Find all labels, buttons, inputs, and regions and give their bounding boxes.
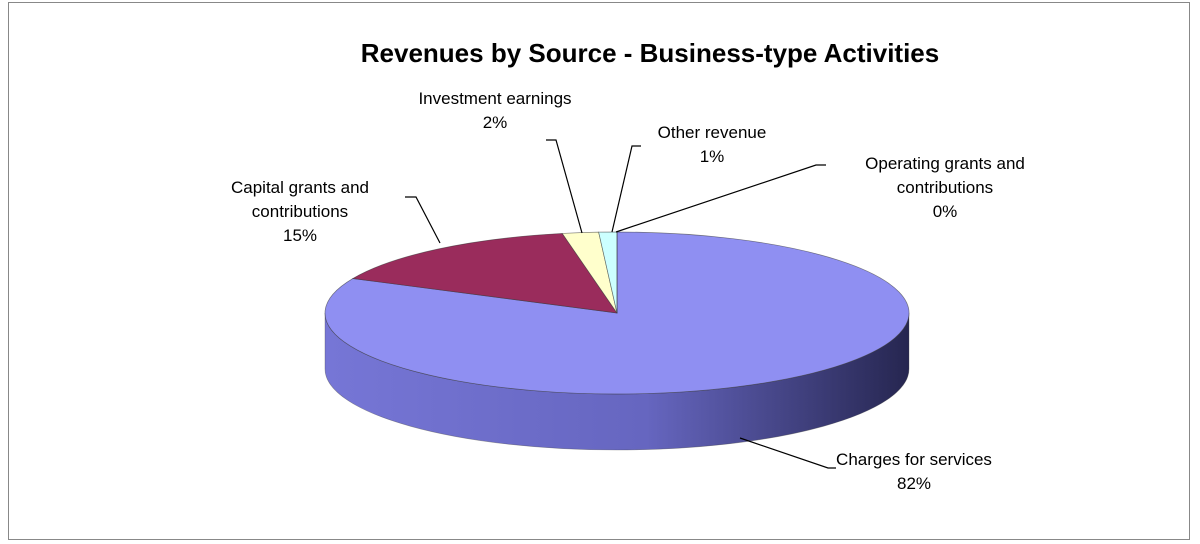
slice-label: Other revenue [657,123,767,142]
slice-label: Charges for services [836,450,992,469]
slice-value-label: 0% [932,202,958,221]
slice-label: Capital grants and contributions [231,178,369,221]
slice [351,233,618,314]
leader-line [615,164,826,233]
slice-value-label: 2% [482,113,508,132]
chart-frame [8,2,1190,540]
leader-line [405,196,441,244]
chart-title: Revenues by Source - Business-type Activ… [360,38,940,68]
leader-line [546,139,583,234]
slice-label: Investment earnings [418,89,572,108]
slice-value-label: 1% [699,147,725,166]
slice-value-label: 82% [896,474,932,493]
slice [324,231,910,395]
leader-line [611,145,641,233]
leader-line [739,437,836,469]
slice-label: Operating grants and contributions [865,154,1025,197]
slice-value-label: 15% [282,226,318,245]
